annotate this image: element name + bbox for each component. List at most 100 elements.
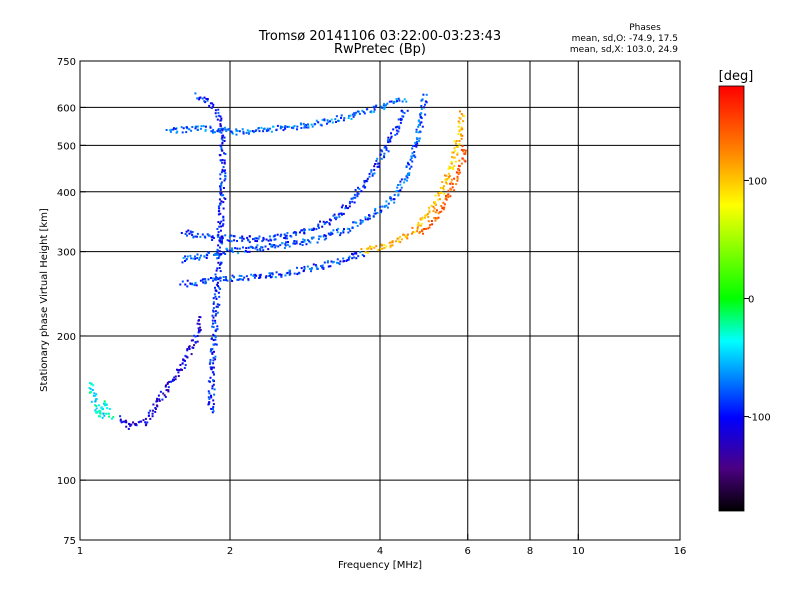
data-point (177, 371, 180, 374)
data-point (403, 98, 406, 101)
data-point (346, 259, 349, 261)
data-point (247, 278, 250, 281)
data-point (305, 243, 308, 246)
data-point (285, 234, 288, 237)
data-point (281, 242, 284, 244)
data-point (142, 419, 145, 422)
data-point (251, 246, 254, 249)
data-point (323, 118, 326, 121)
data-point (224, 169, 226, 172)
data-point (462, 150, 465, 153)
data-point (218, 198, 221, 201)
y-tick-label: 600 (57, 103, 76, 114)
data-point (207, 390, 210, 393)
data-point (319, 235, 322, 238)
data-point (417, 124, 420, 126)
data-point (328, 222, 331, 225)
data-point (453, 165, 456, 168)
data-point (327, 265, 330, 268)
data-point (374, 209, 376, 212)
data-point (421, 125, 424, 128)
data-point (305, 126, 308, 129)
data-point (407, 162, 409, 165)
data-point (400, 109, 403, 112)
data-point (373, 168, 376, 171)
data-point (419, 217, 422, 220)
data-point (212, 410, 215, 413)
data-point (192, 236, 195, 239)
data-point (437, 216, 440, 219)
data-point (341, 204, 344, 207)
data-point (252, 275, 255, 277)
data-point (417, 125, 420, 128)
data-point (210, 394, 212, 397)
data-point (383, 155, 385, 157)
data-point (393, 201, 396, 204)
data-point (233, 239, 236, 242)
data-point (295, 231, 298, 234)
data-point (199, 329, 202, 331)
data-point (385, 147, 388, 150)
data-point (184, 359, 186, 362)
data-point (274, 244, 277, 247)
data-point (167, 389, 170, 392)
data-point (416, 138, 419, 141)
data-point (339, 232, 342, 235)
data-point (246, 236, 249, 239)
data-point (335, 121, 337, 123)
data-point (280, 273, 283, 276)
data-point (196, 232, 199, 235)
data-point (457, 120, 460, 123)
data-point (204, 280, 207, 283)
data-point (259, 249, 262, 252)
data-point (370, 111, 373, 114)
data-point (196, 322, 199, 325)
data-point (222, 187, 225, 189)
data-point (188, 232, 191, 235)
data-point (155, 400, 158, 403)
data-point (306, 239, 309, 242)
data-point (188, 128, 191, 131)
data-point (103, 402, 105, 405)
data-point (458, 169, 461, 172)
data-point (145, 423, 148, 426)
data-point (268, 272, 271, 275)
data-point (361, 221, 364, 224)
data-point (328, 223, 331, 226)
data-point (457, 125, 460, 128)
data-point (322, 235, 325, 238)
data-point (170, 380, 172, 383)
data-point (389, 246, 392, 249)
data-point (436, 209, 438, 212)
data-point (222, 127, 225, 130)
data-point (347, 117, 350, 119)
data-point (303, 232, 306, 234)
data-point (211, 239, 214, 241)
data-point (192, 257, 195, 260)
data-point (408, 167, 411, 170)
data-point (212, 237, 215, 239)
data-point (144, 421, 147, 424)
data-point (223, 126, 226, 129)
data-point (328, 218, 331, 221)
data-point (219, 229, 222, 232)
data-point (323, 223, 326, 225)
data-point (354, 189, 357, 191)
data-point (220, 220, 223, 223)
data-point (222, 215, 225, 218)
data-point (345, 205, 347, 208)
data-point (315, 119, 318, 122)
data-point (383, 156, 386, 159)
data-point (321, 266, 324, 269)
data-point (364, 216, 367, 219)
data-point (460, 133, 463, 136)
data-point (284, 125, 287, 128)
data-point (219, 236, 222, 239)
data-point (283, 247, 286, 249)
data-point (214, 112, 217, 115)
data-point (212, 408, 214, 410)
data-point (381, 205, 384, 208)
data-point (217, 278, 220, 280)
data-point (403, 181, 406, 184)
data-point (334, 218, 337, 221)
